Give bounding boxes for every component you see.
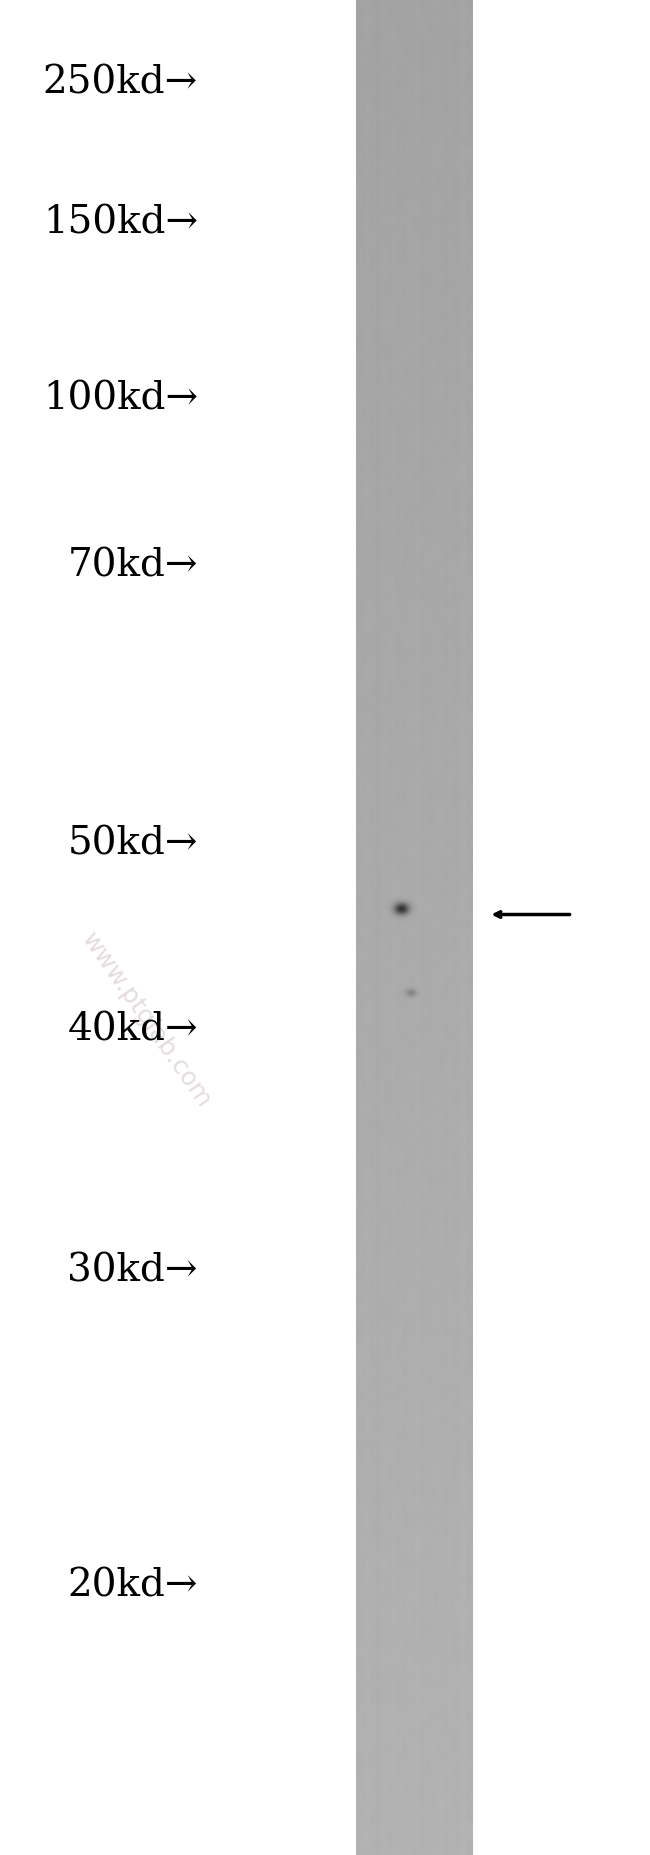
Text: 50kd→: 50kd→ bbox=[68, 825, 198, 863]
Text: www.ptglab.com: www.ptglab.com bbox=[77, 928, 216, 1113]
Text: 70kd→: 70kd→ bbox=[68, 547, 198, 584]
Text: 150kd→: 150kd→ bbox=[43, 204, 198, 241]
Text: 250kd→: 250kd→ bbox=[43, 65, 198, 102]
Text: 100kd→: 100kd→ bbox=[43, 380, 198, 417]
Text: 30kd→: 30kd→ bbox=[68, 1252, 198, 1289]
Text: 40kd→: 40kd→ bbox=[67, 1011, 198, 1048]
Text: 20kd→: 20kd→ bbox=[68, 1567, 198, 1605]
